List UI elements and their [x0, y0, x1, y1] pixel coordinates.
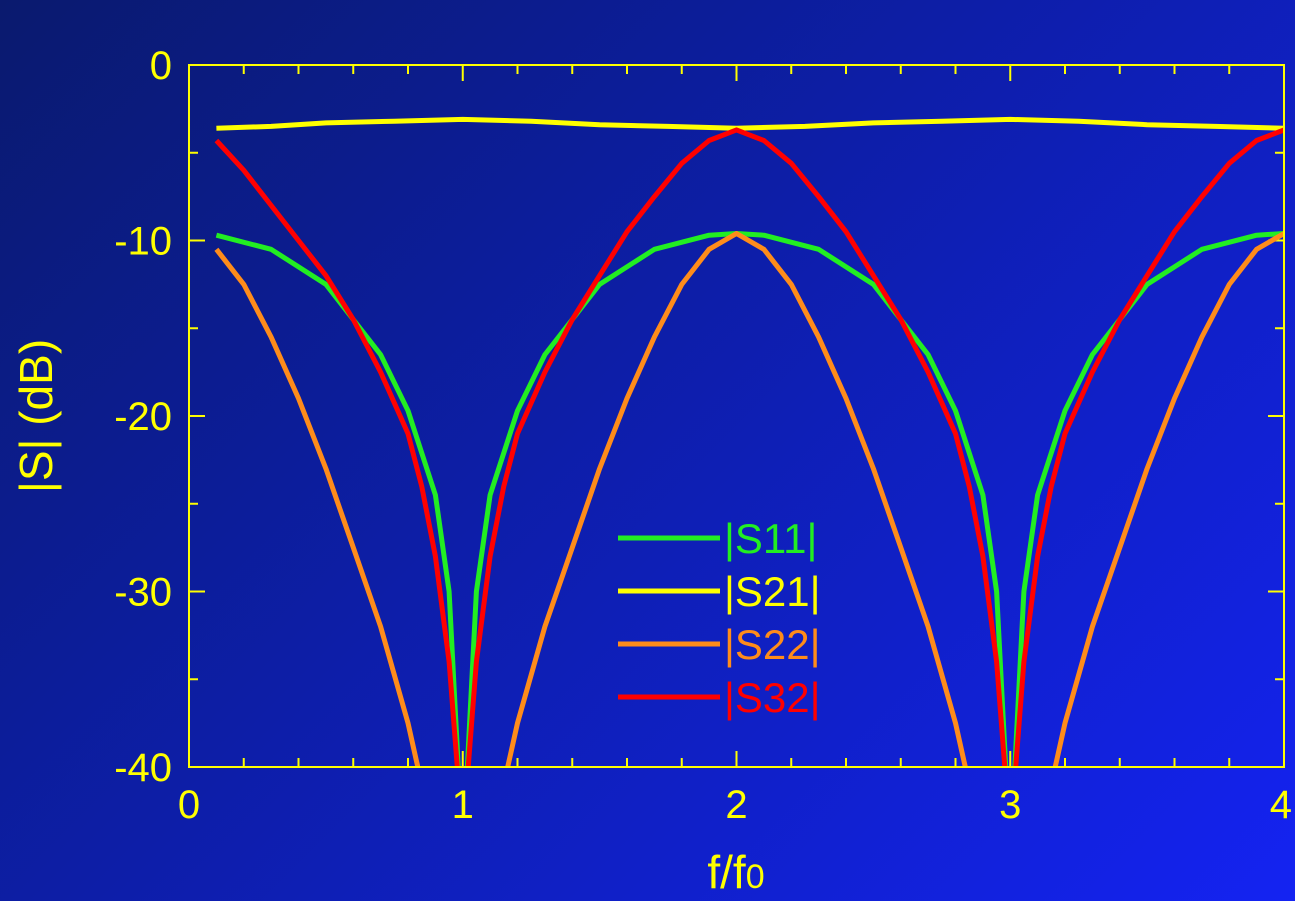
legend: |S11| |S21| |S22| |S32| [618, 515, 821, 721]
x-tick-labels: 0 1 2 3 4 [178, 783, 1292, 827]
legend-label-s11: |S11| [724, 515, 817, 562]
series-line-s22 [214, 231, 1284, 767]
y-tick-label: -20 [114, 395, 172, 439]
x-tick-label: 4 [1270, 783, 1292, 827]
plot-frame [188, 64, 1285, 768]
x-axis-title: f/f0 [707, 846, 764, 898]
series-layer [214, 116, 1284, 767]
y-tick-label: -30 [114, 571, 172, 615]
y-tick-label: 0 [150, 44, 172, 88]
series-line-s21 [216, 116, 1284, 131]
x-tick-label: 2 [725, 783, 747, 827]
y-tick-label: -40 [114, 746, 172, 790]
x-tick-label: 3 [999, 783, 1021, 827]
x-tick-label: 0 [178, 783, 200, 827]
series-line-s32 [214, 127, 1284, 767]
y-tick-label: -10 [114, 220, 172, 264]
legend-label-s32: |S32| [724, 674, 821, 721]
x-tick-label: 1 [452, 783, 474, 827]
y-tick-labels: 0 -10 -20 -30 -40 [114, 44, 172, 790]
legend-label-s21: |S21| [724, 568, 821, 615]
axis-ticks [188, 64, 1285, 768]
y-axis-title: |S| (dB) [10, 339, 62, 493]
legend-label-s22: |S22| [724, 621, 821, 668]
series-line-s11 [215, 231, 1284, 767]
